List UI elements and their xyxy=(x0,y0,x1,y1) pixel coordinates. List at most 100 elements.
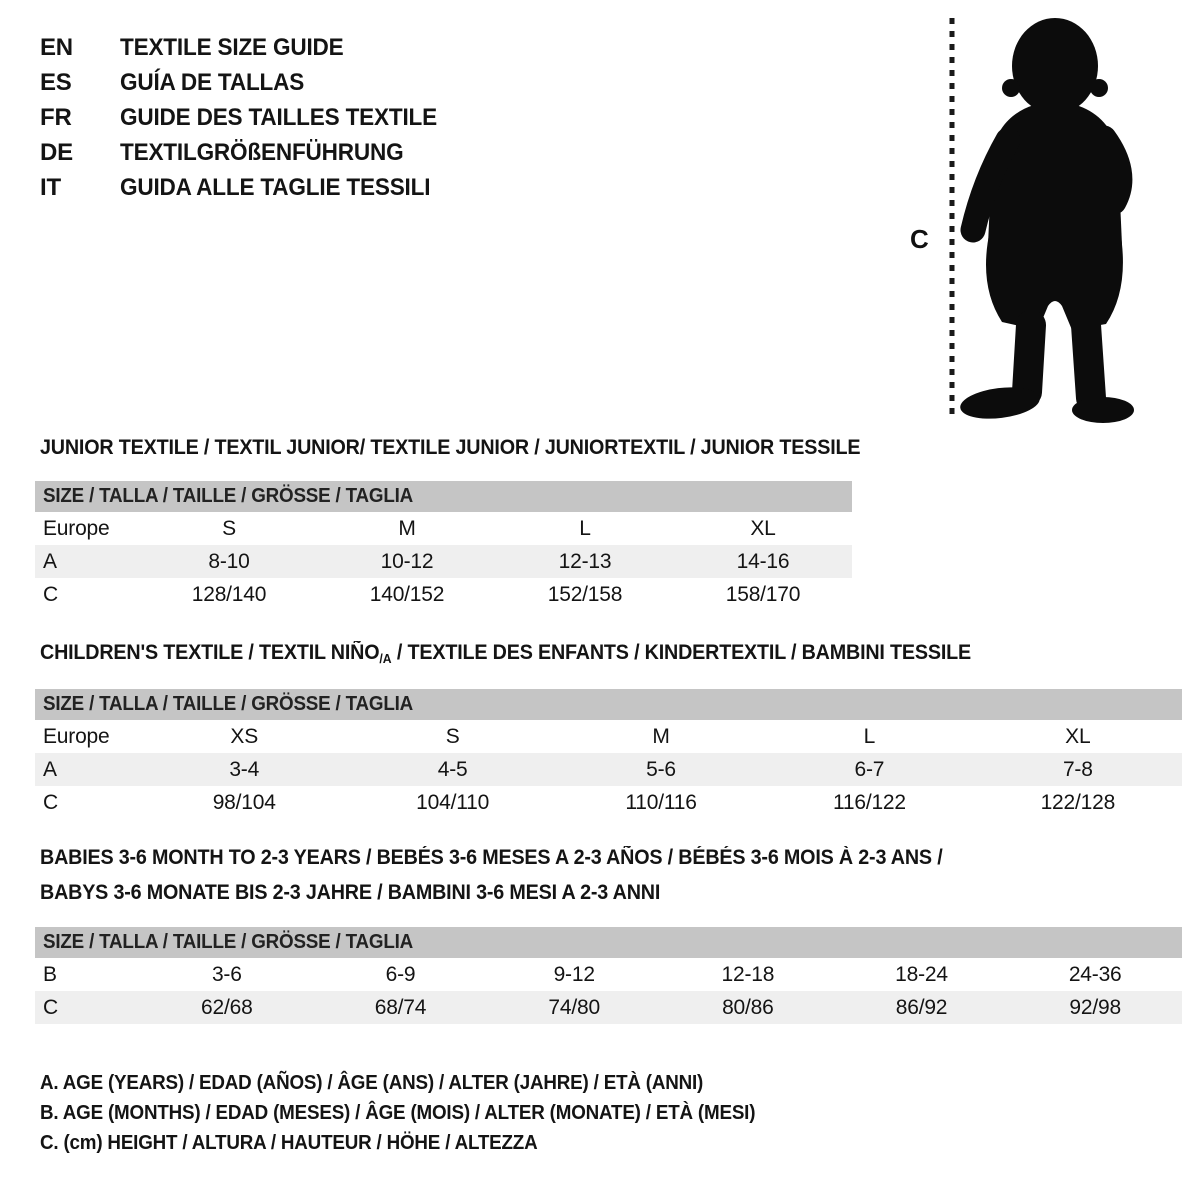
lang-row-es: ES GUÍA DE TALLAS xyxy=(40,65,457,100)
junior-row-height: C 128/140 140/152 152/158 158/170 xyxy=(35,578,852,611)
row-label: A xyxy=(43,757,57,781)
table-cell: 12-13 xyxy=(558,549,612,573)
lang-code: IT xyxy=(40,173,61,201)
lang-code: EN xyxy=(40,33,73,61)
table-cell: 104/110 xyxy=(416,790,490,814)
table-cell: S xyxy=(445,724,460,748)
silhouette-torso xyxy=(988,102,1122,245)
table-cell: 18-24 xyxy=(895,962,948,986)
table-cell: L xyxy=(863,724,876,748)
table-cell: 110/116 xyxy=(625,790,697,814)
junior-section-title: JUNIOR TEXTILE / TEXTIL JUNIOR/ TEXTILE … xyxy=(40,436,913,460)
table-cell: 4-5 xyxy=(437,757,468,781)
table-cell: L xyxy=(579,516,591,540)
babies-size-table: SIZE / TALLA / TAILLE / GRÖSSE / TAGLIA … xyxy=(35,927,1182,1024)
table-cell: 9-12 xyxy=(553,962,595,986)
children-section-title-text: CHILDREN'S TEXTILE / TEXTIL NIÑO/A / TEX… xyxy=(40,641,971,666)
table-cell: XL xyxy=(750,516,776,540)
size-header-label: SIZE / TALLA / TAILLE / GRÖSSE / TAGLIA xyxy=(43,931,414,953)
silhouette-head xyxy=(1012,18,1098,114)
table-cell: 62/68 xyxy=(201,995,253,1019)
language-title-block: EN TEXTILE SIZE GUIDE ES GUÍA DE TALLAS … xyxy=(40,30,457,205)
table-cell: 68/74 xyxy=(374,995,427,1019)
row-label: C xyxy=(43,790,58,814)
row-label: Europe xyxy=(43,724,110,748)
table-cell: M xyxy=(652,724,670,748)
silhouette-shorts xyxy=(986,230,1123,330)
table-cell: 86/92 xyxy=(895,995,948,1019)
lang-title: GUIDE DES TAILLES TEXTILE xyxy=(120,103,438,131)
row-label: B xyxy=(43,962,57,986)
lang-row-it: IT GUIDA ALLE TAGLIE TESSILI xyxy=(40,170,457,205)
children-section-title: CHILDREN'S TEXTILE / TEXTIL NIÑO/A / TEX… xyxy=(40,641,1030,666)
table-cell: XS xyxy=(230,724,259,748)
silhouette-foot-left xyxy=(960,387,1040,419)
row-label: C xyxy=(43,582,58,606)
table-cell: 3-4 xyxy=(229,757,260,781)
children-size-header-bar: SIZE / TALLA / TAILLE / GRÖSSE / TAGLIA xyxy=(35,689,1182,720)
table-cell: 6-7 xyxy=(854,757,885,781)
row-label: A xyxy=(43,549,57,573)
junior-size-table: SIZE / TALLA / TAILLE / GRÖSSE / TAGLIA … xyxy=(35,481,852,611)
legend-block: A. AGE (YEARS) / EDAD (AÑOS) / ÂGE (ANS)… xyxy=(40,1068,801,1158)
table-cell: 74/80 xyxy=(548,995,600,1019)
size-header-label: SIZE / TALLA / TAILLE / GRÖSSE / TAGLIA xyxy=(43,693,414,715)
lang-row-de: DE TEXTILGRÖßENFÜHRUNG xyxy=(40,135,457,170)
row-label: C xyxy=(43,995,58,1019)
silhouette-leg-left xyxy=(1012,310,1046,407)
table-cell: 10-12 xyxy=(380,549,434,573)
table-cell: 140/152 xyxy=(369,582,445,606)
legend-age-months: B. AGE (MONTHS) / EDAD (MESES) / ÂGE (MO… xyxy=(40,1098,801,1128)
lang-title: GUIDA ALLE TAGLIE TESSILI xyxy=(120,173,431,201)
babies-section-title-text: BABYS 3-6 MONATE BIS 2-3 JAHRE / BAMBINI… xyxy=(40,881,661,904)
baby-silhouette-graphic: C xyxy=(910,18,1134,423)
silhouette-foot-right xyxy=(1072,397,1134,423)
legend-text: B. AGE (MONTHS) / EDAD (MESES) / ÂGE (MO… xyxy=(40,1101,756,1124)
babies-section-title-line2: BABYS 3-6 MONATE BIS 2-3 JAHRE / BAMBINI… xyxy=(40,881,700,905)
table-cell: 116/122 xyxy=(832,790,906,814)
babies-size-header-bar: SIZE / TALLA / TAILLE / GRÖSSE / TAGLIA xyxy=(35,927,1182,958)
table-cell: 98/104 xyxy=(212,790,276,814)
title-subscript: /A xyxy=(379,651,392,666)
silhouette-arm-left xyxy=(960,127,1021,243)
lang-row-fr: FR GUIDE DES TAILLES TEXTILE xyxy=(40,100,457,135)
silhouette-ear-right xyxy=(1090,79,1108,97)
babies-section-title-line1: BABIES 3-6 MONTH TO 2-3 YEARS / BEBÉS 3-… xyxy=(40,846,1000,870)
size-header-label: SIZE / TALLA / TAILLE / GRÖSSE / TAGLIA xyxy=(43,485,414,507)
legend-text: C. (cm) HEIGHT / ALTURA / HAUTEUR / HÖHE… xyxy=(40,1131,538,1154)
baby-silhouette xyxy=(960,18,1134,423)
lang-code: ES xyxy=(40,68,72,96)
lang-code: DE xyxy=(40,138,73,166)
table-cell: 6-9 xyxy=(385,962,416,986)
table-cell: 12-18 xyxy=(721,962,775,986)
babies-section-title-text: BABIES 3-6 MONTH TO 2-3 YEARS / BEBÉS 3-… xyxy=(40,846,943,869)
legend-age-years: A. AGE (YEARS) / EDAD (AÑOS) / ÂGE (ANS)… xyxy=(40,1068,801,1098)
table-cell: S xyxy=(222,516,236,540)
table-cell: 14-16 xyxy=(736,549,790,573)
row-label: Europe xyxy=(43,516,110,540)
table-cell: 80/86 xyxy=(722,995,774,1019)
table-cell: 5-6 xyxy=(646,757,676,781)
junior-row-age: A 8-10 10-12 12-13 14-16 xyxy=(35,545,852,578)
junior-size-header-bar: SIZE / TALLA / TAILLE / GRÖSSE / TAGLIA xyxy=(35,481,852,512)
table-cell: XL xyxy=(1065,724,1091,748)
babies-row-age-months: B 3-6 6-9 9-12 12-18 18-24 24-36 xyxy=(35,958,1182,991)
junior-row-europe: Europe S M L XL xyxy=(35,512,852,545)
children-size-table: SIZE / TALLA / TAILLE / GRÖSSE / TAGLIA … xyxy=(35,689,1182,819)
table-cell: 158/170 xyxy=(725,582,801,606)
table-cell: 7-8 xyxy=(1062,757,1093,781)
table-cell: 24-36 xyxy=(1068,962,1122,986)
table-cell: 8-10 xyxy=(208,549,250,573)
lang-code: FR xyxy=(40,103,72,131)
title-part: / TEXTILE DES ENFANTS / KINDERTEXTIL / B… xyxy=(391,641,971,664)
junior-section-title-text: JUNIOR TEXTILE / TEXTIL JUNIOR/ TEXTILE … xyxy=(40,436,861,459)
children-row-height: C 98/104 104/110 110/116 116/122 122/128 xyxy=(35,786,1182,819)
silhouette-ear-left xyxy=(1002,79,1020,97)
title-part: CHILDREN'S TEXTILE / TEXTIL NIÑO xyxy=(40,641,380,664)
lang-title: TEXTILGRÖßENFÜHRUNG xyxy=(120,138,404,166)
lang-row-en: EN TEXTILE SIZE GUIDE xyxy=(40,30,457,65)
table-cell: 122/128 xyxy=(1040,790,1116,814)
table-cell: 152/158 xyxy=(547,582,623,606)
lang-title: TEXTILE SIZE GUIDE xyxy=(120,33,344,61)
